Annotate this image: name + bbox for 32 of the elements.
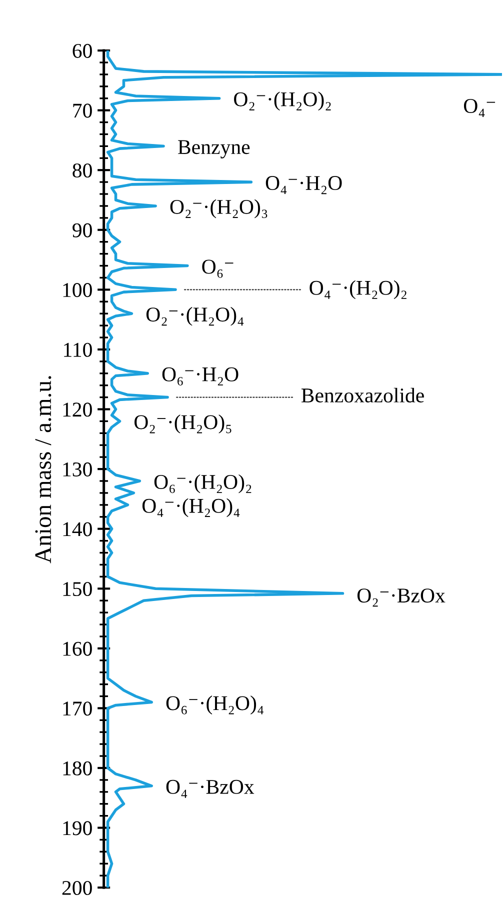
annotation: O₄⁻: [464, 98, 496, 117]
y-tick-label: 190: [63, 821, 92, 836]
annotation: O₂⁻·BzOx: [357, 588, 446, 607]
annotation: O₄⁻·H₂O: [266, 176, 342, 194]
y-tick-label: 170: [63, 702, 92, 716]
y-tick-label: 90: [72, 223, 92, 238]
y-tick-label: 150: [63, 582, 92, 596]
annotation: O₂⁻·(H₂O)₄: [146, 306, 244, 326]
annotation: O₂⁻·(H₂O)₅: [134, 414, 232, 434]
y-tick-label: 180: [63, 761, 92, 776]
y-tick-label: 200: [62, 880, 92, 895]
y-tick-label: 60: [72, 44, 92, 58]
y-tick-label: 140: [63, 522, 92, 536]
y-tick-label: 130: [63, 462, 92, 476]
y-tick-label: 70: [73, 104, 92, 118]
annotation: O₄⁻·(H₂O)₄: [142, 498, 240, 518]
y-tick-label: 100: [63, 283, 92, 298]
y-tick-label: 120: [63, 402, 92, 417]
annotation: Benzoxazolide: [301, 388, 424, 403]
y-tick-label: 80: [72, 163, 92, 178]
y-tick-label: 110: [64, 342, 92, 357]
annotation: O₂⁻·(H₂O)₂: [234, 92, 331, 111]
annotation: O₂⁻·(H₂O)₃: [170, 199, 268, 218]
annotation: O₆⁻·(H₂O)₂: [154, 474, 252, 494]
annotation: O₄⁻·BzOx: [166, 780, 254, 798]
y-axis-title: Anion mass / a.m.u.: [35, 376, 52, 564]
y-tick-label: 160: [63, 642, 92, 656]
annotation: Benzyne: [178, 140, 250, 158]
annotation: O₄⁻·(H₂O)₂: [310, 280, 406, 300]
annotation: O₆⁻: [202, 260, 234, 278]
annotation: O₆⁻·(H₂O)₄: [166, 696, 264, 714]
annotation: O₆⁻·H₂O: [162, 367, 238, 386]
